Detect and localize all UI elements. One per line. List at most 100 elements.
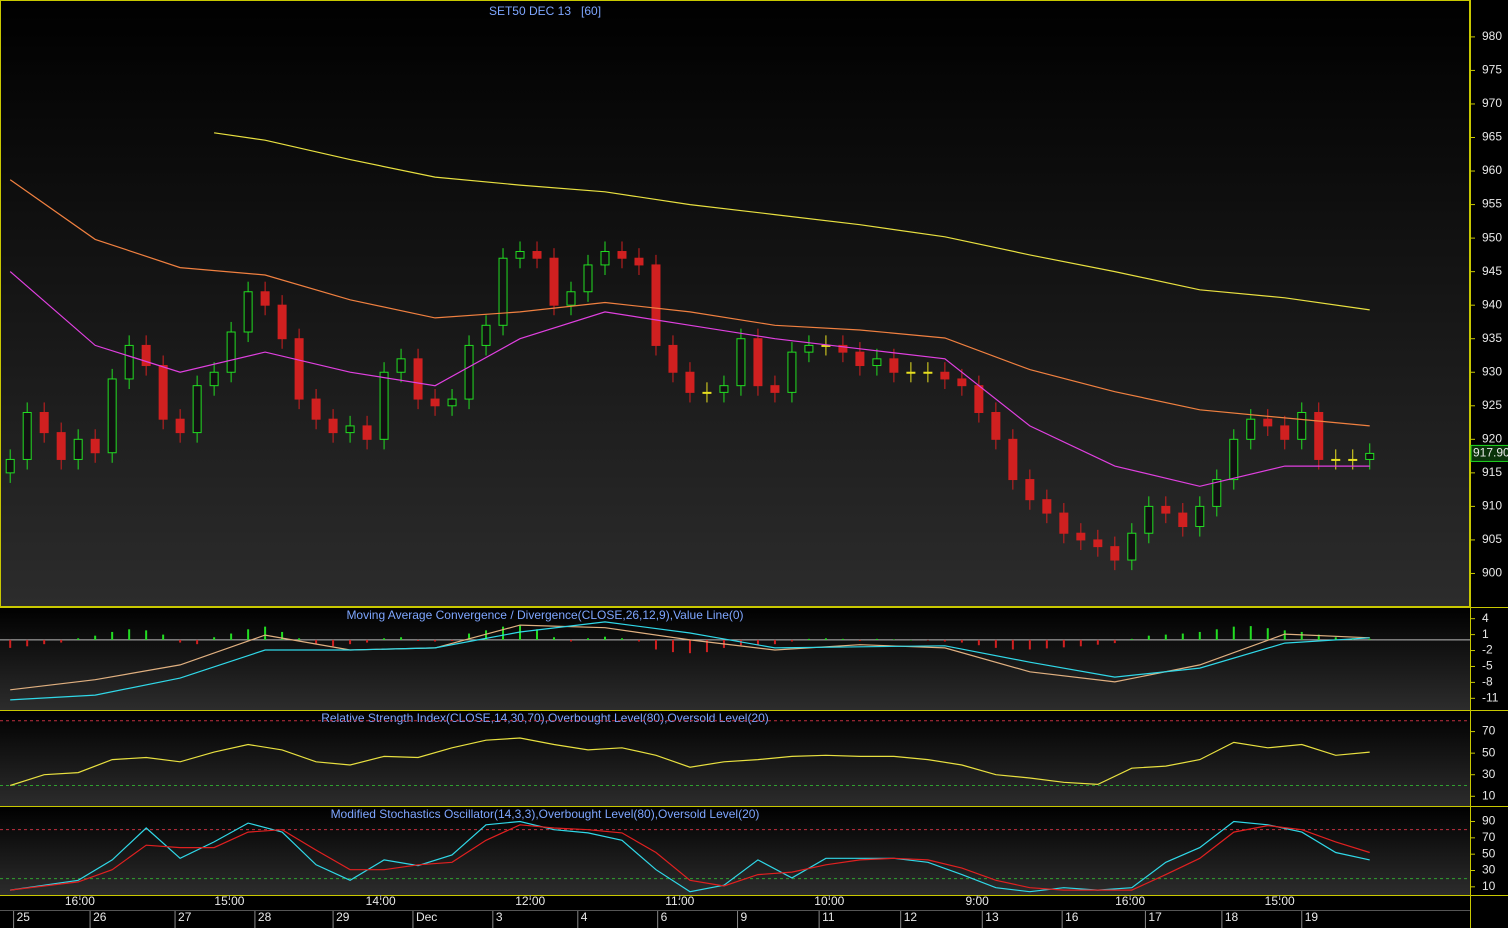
candle-body [1314, 411, 1324, 460]
histogram-bar [383, 638, 386, 640]
indicator-line [10, 624, 1370, 691]
histogram-bar [468, 633, 471, 640]
histogram-bar [773, 639, 776, 645]
histogram-bar [841, 638, 844, 640]
y-tick-label: 70 [1482, 724, 1496, 738]
histogram-bar [128, 629, 131, 640]
candle-body [736, 338, 746, 387]
histogram-bar [400, 637, 403, 640]
candle-body [90, 438, 100, 454]
y-tick-label: 1 [1482, 627, 1489, 641]
y-tick-label: 970 [1482, 96, 1502, 110]
candle-body [821, 344, 831, 347]
histogram-bar [1164, 634, 1167, 640]
candle-body [770, 385, 780, 393]
candle-body [702, 391, 712, 394]
candle-body [447, 398, 457, 407]
histogram-bar [943, 639, 946, 642]
histogram-bar [1317, 634, 1320, 640]
histogram-bar [145, 630, 148, 640]
y-tick-label: 955 [1482, 197, 1502, 211]
y-tick-label: 30 [1482, 863, 1496, 877]
candle-body [226, 331, 236, 373]
histogram-bar [1368, 638, 1371, 640]
candle-body [617, 251, 627, 259]
y-tick-label: 30 [1482, 767, 1496, 781]
candle-body [838, 344, 848, 353]
y-tick-label: 940 [1482, 297, 1502, 311]
histogram-bar [960, 639, 963, 643]
candle-body [1144, 505, 1154, 534]
candle-body [991, 411, 1001, 440]
histogram-bar [1130, 638, 1133, 640]
histogram-bar [1266, 628, 1269, 640]
histogram-bar [26, 639, 29, 647]
candle-body [634, 257, 644, 266]
candle-body [1178, 512, 1188, 528]
histogram-bar [1079, 639, 1082, 647]
y-tick-label: 960 [1482, 163, 1502, 177]
time-tick-label: 11:00 [665, 894, 694, 908]
indicator-line [10, 820, 1370, 893]
histogram-bar [1198, 631, 1201, 640]
histogram-bar [502, 626, 505, 640]
histogram-bar [875, 638, 878, 640]
candle-body [362, 425, 372, 440]
candle-body [1246, 418, 1256, 440]
candle-body [209, 371, 219, 387]
histogram-bar [1045, 639, 1048, 649]
candle-body [532, 251, 542, 259]
histogram-bar [349, 639, 352, 645]
candle-body [277, 304, 287, 340]
time-tick-label: 14:00 [366, 894, 396, 908]
histogram-bar [60, 639, 63, 643]
candle-body [243, 291, 253, 333]
histogram-bar [1283, 630, 1286, 640]
candle-body [719, 385, 729, 393]
y-tick-label: 925 [1482, 398, 1502, 412]
time-tick-label: 16:00 [1115, 894, 1145, 908]
histogram-bar [1062, 639, 1065, 648]
y-tick-label: 950 [1482, 230, 1502, 244]
y-tick-label: 10 [1482, 788, 1496, 802]
y-tick-label: 50 [1482, 745, 1496, 759]
histogram-bar [417, 639, 420, 641]
histogram-bar [332, 639, 335, 647]
histogram-bar [637, 639, 640, 642]
candle-body [192, 385, 202, 434]
macd-panel [0, 607, 1470, 710]
date-tick-label: 27 [178, 910, 192, 924]
candle-body [923, 371, 933, 374]
histogram-bar [1249, 626, 1252, 640]
histogram-bar [1028, 639, 1031, 650]
histogram-bar [1232, 626, 1235, 640]
y-tick-label: 910 [1482, 499, 1502, 513]
candle-body [1127, 532, 1137, 561]
histogram-bar [756, 639, 759, 646]
candle-body [464, 344, 474, 400]
date-tick-label: 25 [17, 910, 31, 924]
histogram-bar [1215, 629, 1218, 640]
y-tick-label: 965 [1482, 130, 1502, 144]
candle-body [1076, 532, 1086, 541]
candle-body [855, 351, 865, 367]
candle-body [1365, 452, 1375, 460]
panel-title: Relative Strength Index(CLOSE,14,30,70),… [321, 711, 769, 725]
histogram-bar [179, 639, 182, 643]
candle-body [549, 257, 559, 306]
time-tick-label: 16:00 [65, 894, 95, 908]
stochastic-panel [0, 806, 1470, 895]
histogram-bar [994, 639, 997, 648]
y-tick-label: 915 [1482, 465, 1502, 479]
y-tick-label: 935 [1482, 331, 1502, 345]
histogram-bar [892, 639, 895, 640]
candle-body [753, 338, 763, 387]
date-tick-label: 6 [661, 910, 668, 924]
candle-body [1161, 505, 1171, 514]
time-tick-label: 9:00 [965, 894, 989, 908]
y-tick-label: -8 [1482, 675, 1493, 689]
histogram-bar [587, 638, 589, 640]
y-tick-label: -11 [1482, 690, 1499, 704]
candle-body [328, 418, 338, 434]
